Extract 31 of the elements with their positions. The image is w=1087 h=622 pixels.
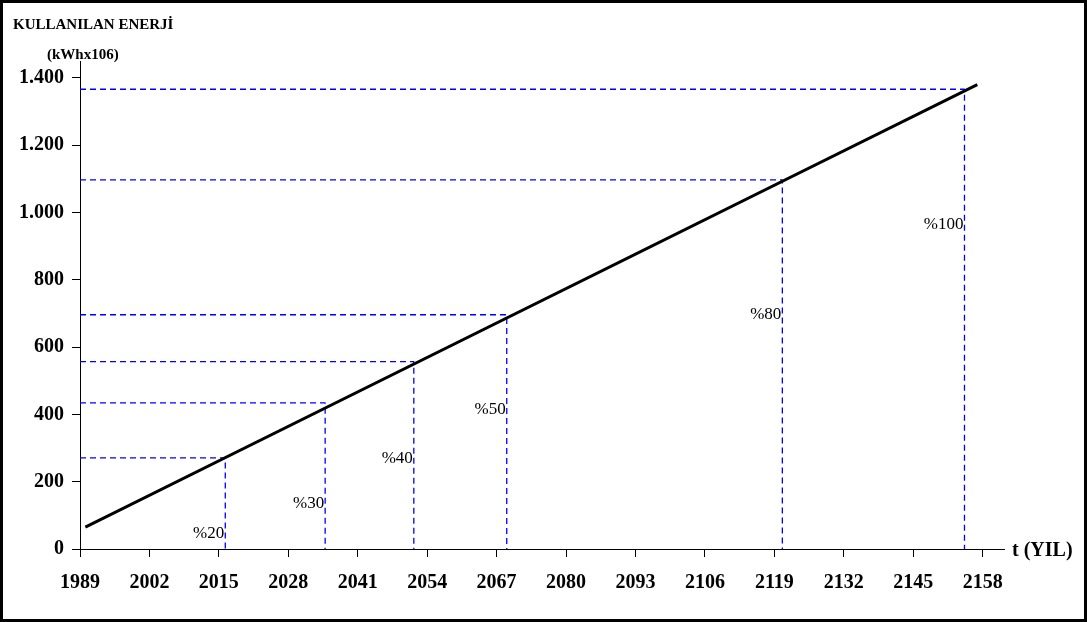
x-tick-label: 2106 bbox=[684, 570, 725, 593]
annotation: %20 bbox=[193, 522, 225, 542]
x-tick-label: 2015 bbox=[198, 570, 239, 593]
y-tick-label: 0 bbox=[54, 536, 64, 559]
annotation: %30 bbox=[292, 492, 325, 512]
y-tick-label: 800 bbox=[34, 266, 64, 289]
x-tick-label: 2054 bbox=[407, 570, 448, 593]
y-tick-label: 200 bbox=[34, 468, 64, 491]
annotation: %40 bbox=[381, 448, 413, 468]
y-tick-label: 600 bbox=[34, 334, 64, 357]
x-axis-title: t (YIL) bbox=[1012, 538, 1073, 562]
x-tick-label: 2080 bbox=[546, 570, 587, 593]
annotation: %100 bbox=[923, 213, 964, 233]
y-tick-label: 1.000 bbox=[19, 199, 64, 222]
x-tick-label: 1989 bbox=[60, 570, 100, 593]
y-tick-label: 1.200 bbox=[19, 132, 64, 155]
x-tick-label: 2041 bbox=[337, 570, 378, 593]
x-tick-label: 2028 bbox=[268, 570, 309, 593]
annotation: %50 bbox=[474, 399, 506, 419]
x-tick-label: 2067 bbox=[476, 570, 517, 593]
y-tick-label: 1.400 bbox=[19, 65, 64, 87]
x-tick-label: 2158 bbox=[962, 570, 1003, 593]
x-tick-label: 2093 bbox=[615, 570, 656, 593]
x-tick-label: 2145 bbox=[893, 570, 934, 593]
chart-title: KULLANILAN ENERJİ bbox=[13, 15, 174, 32]
annotation: %80 bbox=[750, 304, 782, 324]
x-tick-label: 2132 bbox=[823, 570, 864, 593]
x-tick-label: 2119 bbox=[754, 570, 794, 593]
y-axis-title: (kWhx106) bbox=[47, 45, 119, 63]
y-tick-label: 400 bbox=[34, 401, 64, 424]
x-tick-label: 2002 bbox=[129, 570, 170, 593]
